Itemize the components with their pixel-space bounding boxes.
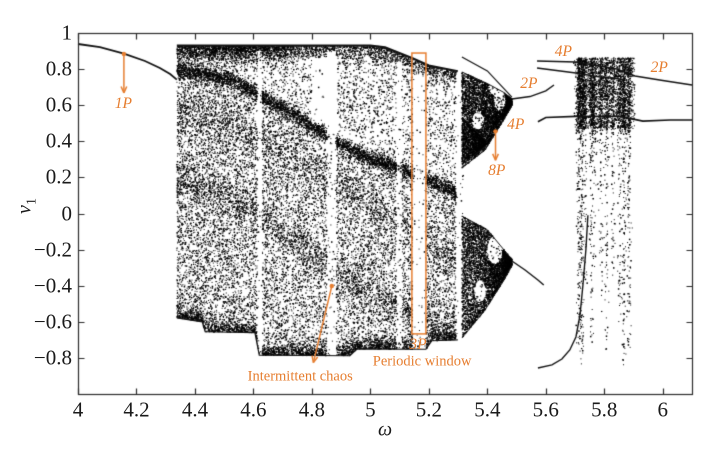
bifurcation-figure: ω v1 4 4.2 4.4 4.6 4.8 5 5.2 5.4 5.6 5.8 6 1 0.8 0.6 0… bbox=[0, 0, 717, 453]
bifurcation-canvas bbox=[0, 0, 717, 453]
